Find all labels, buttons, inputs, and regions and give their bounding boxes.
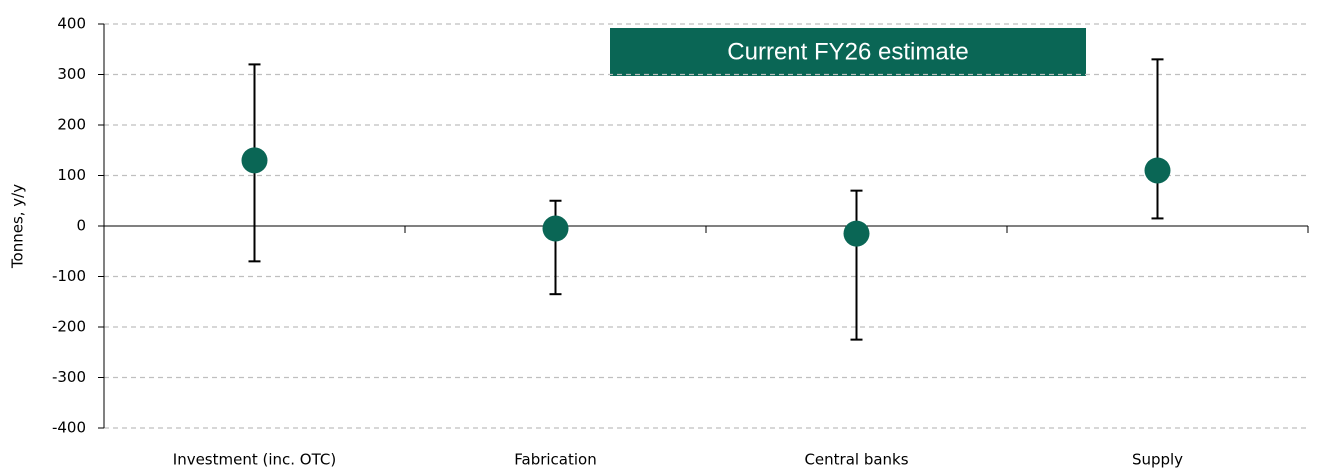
point [241, 147, 268, 174]
point [542, 215, 569, 242]
x-tick-label: Investment (inc. OTC) [173, 451, 336, 469]
y-tick-label: 300 [57, 65, 86, 83]
y-tick-label: -300 [52, 368, 86, 386]
y-tick-label: 200 [57, 116, 86, 134]
y-tick-label: -100 [52, 267, 86, 285]
y-tick-label: 100 [57, 166, 86, 184]
y-tick-label: -200 [52, 318, 86, 336]
x-tick-label: Central banks [804, 451, 908, 469]
x-tick-label: Fabrication [514, 451, 596, 469]
y-axis-label: Tonnes, y/y [9, 184, 27, 269]
point [843, 220, 870, 247]
x-tick-label: Supply [1132, 451, 1183, 469]
y-tick-label: 0 [76, 217, 86, 235]
y-tick-label: -400 [52, 419, 86, 437]
annotation-box [610, 28, 1086, 76]
point [1144, 157, 1171, 184]
annotation: Current FY26 estimate [727, 38, 968, 65]
y-tick-label: 400 [57, 15, 86, 33]
